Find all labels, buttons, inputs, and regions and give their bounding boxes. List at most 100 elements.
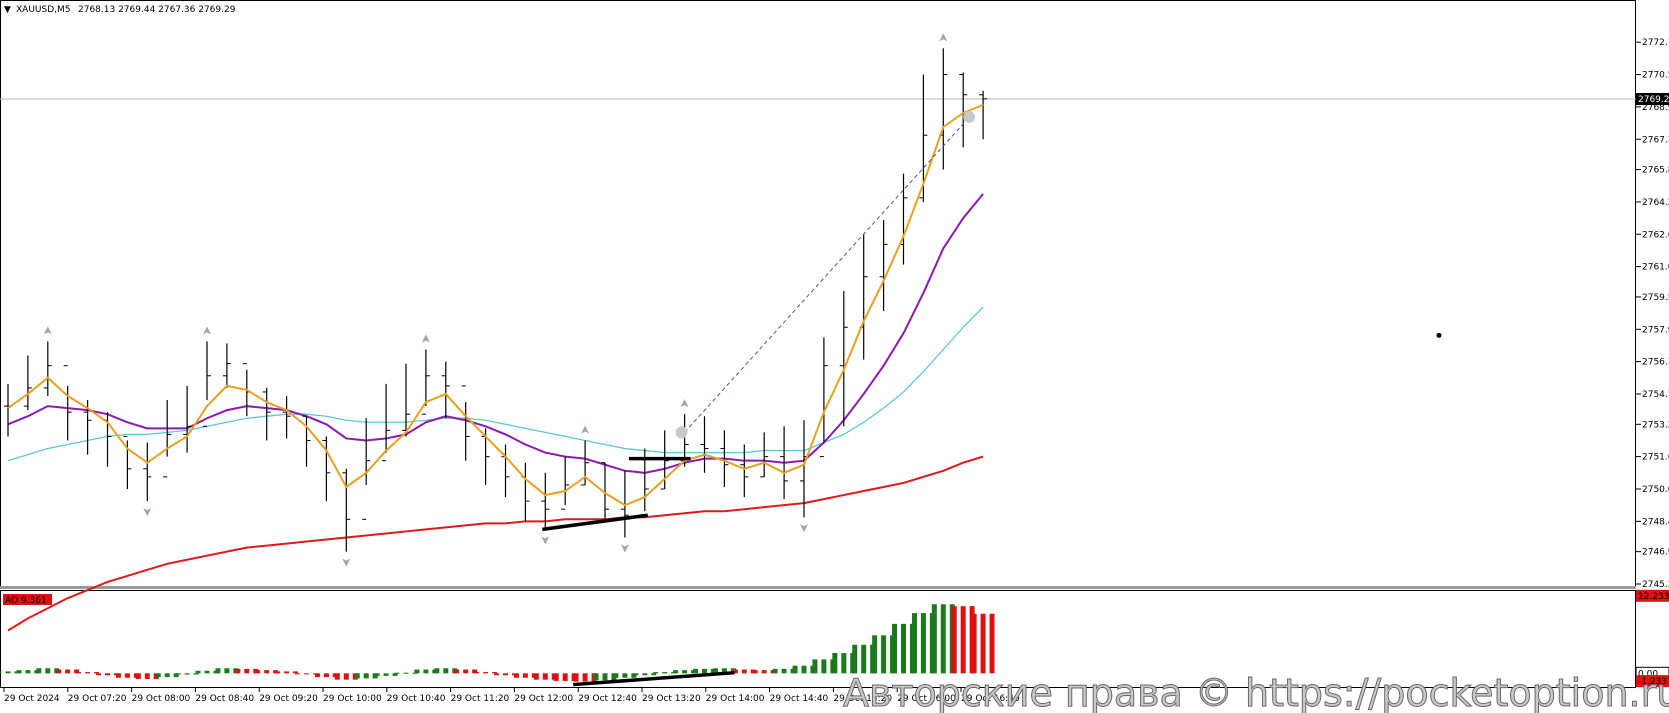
ao-bar [940, 604, 946, 674]
fractal-up-icon [939, 33, 948, 42]
ao-bar [115, 673, 121, 678]
ao-bar [403, 672, 409, 674]
ao-bar [224, 668, 230, 674]
y-tick-label: 2753.2 [1642, 420, 1669, 430]
indicator-pane[interactable] [0, 590, 1636, 688]
price-pane[interactable] [0, 0, 1636, 588]
ao-bar [980, 613, 986, 674]
ao-bar [682, 670, 688, 674]
projection-line[interactable] [684, 112, 974, 433]
y-tick-label: 2748.4 [1642, 517, 1669, 527]
ao-bar [792, 665, 798, 674]
ao-bar [522, 673, 528, 678]
ao-bar [832, 653, 838, 674]
ao-bar [144, 673, 150, 680]
ao-bar [960, 606, 966, 674]
ao-bar [513, 673, 519, 678]
ao-tick-label: -1.233 [1638, 677, 1667, 687]
ao-bar [155, 673, 161, 678]
ao-bar [135, 673, 141, 680]
ao-bar [562, 673, 568, 681]
ao-bar [472, 669, 478, 674]
ao-bar [553, 673, 559, 681]
ao-bar [16, 670, 22, 674]
ao-bar [633, 673, 639, 676]
x-tick-label: 29 Oct 13:20 [642, 694, 701, 704]
trade-exit-marker[interactable] [963, 111, 976, 124]
ao-bar [872, 635, 878, 674]
ema-fast-line [7, 103, 984, 507]
trade-entry-marker[interactable] [675, 426, 688, 439]
ema-mid-line [7, 193, 984, 474]
ao-bar [443, 668, 449, 674]
x-tick-label: 29 Oct 10:40 [387, 694, 446, 704]
ao-bar [474, 672, 480, 674]
ao-bar [255, 670, 261, 674]
ao-bar [989, 613, 995, 674]
ao-bar [582, 673, 588, 682]
symbol-label: XAUUSD,M5 [16, 5, 71, 15]
ao-bar [781, 668, 787, 674]
ao-bar [662, 672, 668, 674]
ao-label-bg [3, 594, 52, 605]
ao-bar [613, 673, 619, 678]
ao-bar [173, 673, 179, 678]
ao-bar [852, 644, 858, 674]
ao-bar [195, 670, 201, 674]
y-tick-label: 2745.3 [1642, 580, 1669, 590]
ao-bar [434, 668, 440, 674]
ao-bar [244, 668, 250, 674]
ao-bar [334, 673, 340, 680]
pane-separator[interactable] [0, 586, 1636, 589]
ao-bar [593, 673, 599, 681]
ao-bar [881, 635, 887, 674]
ao-divergence-trendline[interactable] [573, 670, 735, 687]
ao-bar [74, 669, 80, 674]
ao-bar [343, 673, 349, 680]
ao-bar [651, 673, 657, 676]
ao-bar [235, 668, 241, 674]
ao-bar [94, 672, 100, 674]
ao-tick-tag [1636, 675, 1669, 688]
axes-layer: 2772.1 2770.5 2768.9 2767.3 2765.8 2764.2 2762… [3, 38, 1669, 704]
ao-bar [483, 672, 489, 674]
ao-bar [752, 670, 758, 674]
x-tick-label: 29 Oct 16:00 [897, 694, 956, 704]
y-tick-label: 2767.3 [1642, 135, 1669, 145]
fractal-up-icon [43, 326, 52, 335]
ao-bar [653, 672, 659, 674]
ao-bar [5, 671, 11, 674]
ao-bar [693, 668, 699, 674]
divergence-trendline[interactable] [542, 513, 649, 532]
x-tick-label: 29 Oct 2024 [4, 694, 60, 704]
ao-bar [931, 604, 937, 674]
fractal-up-icon [421, 334, 430, 343]
ao-bar [264, 670, 270, 674]
ema-slow-line [7, 306, 984, 462]
x-tick-label: 29 Oct 12:00 [514, 694, 573, 704]
ohlc-readout: 2768.13 2769.44 2767.36 2769.29 [78, 5, 236, 15]
y-tick-label: 2764.2 [1642, 198, 1669, 208]
ao-bar [65, 669, 71, 674]
ao-bar [184, 673, 190, 675]
fractal-up-icon [581, 425, 590, 434]
x-tick-label: 29 Oct 07:20 [68, 694, 127, 704]
fractal-down-icon [800, 524, 808, 533]
ao-bar [105, 673, 110, 676]
fractal-up-icon [203, 326, 211, 335]
ao-bar [741, 669, 747, 674]
symbol-dropdown-icon[interactable]: ▼ [4, 5, 11, 15]
ao-bar [96, 673, 102, 676]
ao-bar [920, 613, 926, 674]
ao-bar [85, 672, 91, 674]
y-tick-label: 2762.6 [1642, 230, 1669, 240]
ao-bar [275, 671, 281, 674]
y-tick-label: 2761.0 [1642, 263, 1669, 273]
ao-bar [631, 673, 637, 678]
ao-bar [712, 668, 718, 674]
ao-bar [354, 673, 360, 679]
ao-bar [204, 670, 210, 674]
ao-bar [911, 613, 917, 674]
y-tick-label: 2746.9 [1642, 548, 1669, 558]
